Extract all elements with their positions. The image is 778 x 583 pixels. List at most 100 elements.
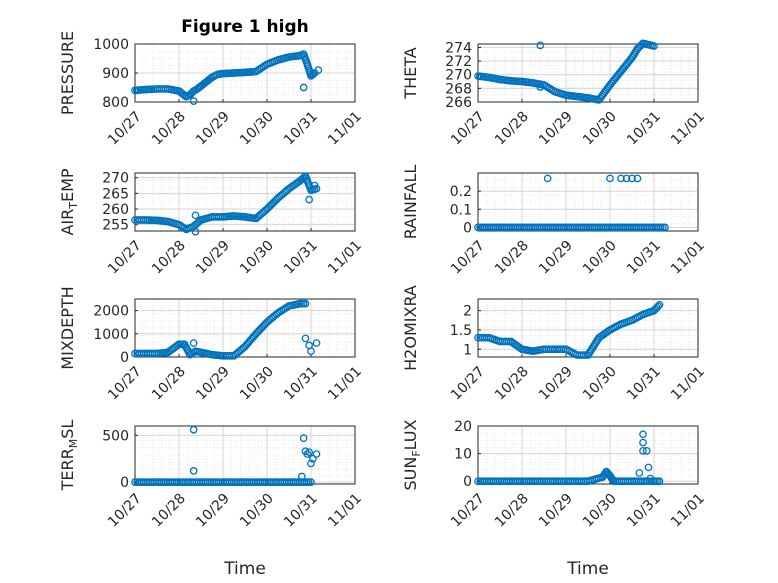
x-tick-label: 10/27 [105, 364, 145, 404]
data-point-outlier [189, 467, 198, 475]
y-tick-label: 0 [463, 220, 472, 236]
panel-terr-msl: 0 500 10/27 10/28 10/29 10/30 10/31 11/01 TERRMS… [58, 420, 365, 531]
y-tick-label: 0 [120, 350, 129, 366]
x-tick-label: 10/28 [492, 238, 532, 278]
data-point [654, 302, 662, 311]
y-tick-label: 260 [102, 202, 129, 218]
data-point-outlier [303, 450, 312, 458]
x-tick-label: 11/01 [668, 109, 708, 149]
data-point [656, 223, 665, 232]
y-tick-label: 500 [102, 428, 129, 444]
x-tick-label: 10/29 [193, 109, 233, 149]
y-axis-label: THETA [401, 47, 420, 99]
y-tick-label: 800 [102, 95, 129, 111]
data-point [655, 300, 664, 309]
data-point-outlier [314, 66, 323, 74]
x-tick-label: 10/27 [448, 491, 488, 531]
data-point [661, 223, 669, 232]
panel-rainfall: 0 0.1 0.2 10/27 10/28 10/29 10/30 10/31 11/01 RAI… [401, 165, 708, 278]
y-tick-label: 0 [120, 475, 129, 491]
series-air-temp [131, 172, 321, 236]
data-point-outlier [536, 83, 545, 91]
data-point-outlier [312, 450, 321, 458]
data-point-outlier [189, 425, 198, 434]
data-point-outlier [635, 469, 644, 477]
y-tick-label: 20 [454, 419, 472, 435]
data-point-outlier [307, 347, 315, 356]
data-point-outlier [305, 448, 314, 457]
y-axis-label: H2OMIXRA [401, 285, 420, 371]
y-tick-label: 900 [102, 66, 129, 82]
y-tick-label: 274 [445, 40, 472, 56]
y-tick-label: 0.2 [450, 184, 472, 200]
data-point [173, 341, 182, 350]
data-point-outlier [301, 334, 310, 343]
x-tick-label: 10/27 [105, 238, 145, 278]
x-tick-label: 10/31 [624, 238, 664, 278]
data-point-outlier [191, 211, 200, 220]
data-point-outlier [191, 227, 200, 236]
data-point-outlier [617, 223, 625, 232]
data-point-outlier [642, 447, 651, 455]
x-tick-label: 10/31 [624, 491, 664, 531]
x-tick-label: 10/31 [281, 364, 321, 404]
series-h2omixra [474, 300, 664, 359]
data-point-outlier [628, 223, 636, 232]
x-tick-label: 10/27 [448, 238, 488, 278]
y-axis-label: MIXDEPTH [58, 286, 77, 369]
x-tick-label: 11/01 [668, 364, 708, 404]
data-point-outlier [633, 174, 642, 183]
x-tick-label: 10/28 [149, 109, 189, 149]
y-axis-label: SUNFLUX [401, 419, 423, 490]
y-tick-label: 0 [463, 474, 472, 490]
x-tick-label: 10/29 [536, 491, 576, 531]
series-terr-msl [131, 425, 321, 486]
series-sun-flux [474, 430, 664, 486]
data-point-outlier [299, 83, 308, 92]
data-point [304, 478, 313, 486]
y-axis-label: PRESSURE [58, 31, 77, 115]
x-tick-label: 10/27 [105, 491, 145, 531]
x-tick-label: 10/30 [237, 364, 277, 404]
x-tick-label: 10/30 [237, 491, 277, 531]
y-tick-label: 255 [102, 218, 129, 234]
data-point-outlier [189, 339, 198, 347]
figure-title: Figure 1 high [181, 17, 309, 37]
x-tick-label: 10/30 [580, 364, 620, 404]
data-point-outlier [308, 454, 317, 463]
x-tick-label: 10/29 [536, 109, 576, 149]
y-tick-label: 0.1 [450, 202, 472, 218]
series-pressure [131, 50, 323, 105]
y-tick-label: 265 [102, 186, 129, 202]
x-tick-label: 10/30 [580, 109, 620, 149]
axes-box [134, 172, 356, 232]
data-point-outlier [644, 463, 653, 472]
data-point-outlier [536, 41, 545, 50]
x-tick-label: 11/01 [325, 491, 365, 531]
y-axis-label: AIRTEMP [58, 168, 80, 235]
x-tick-label: 10/30 [237, 238, 277, 278]
data-point [309, 70, 318, 78]
data-point-outlier [312, 339, 321, 347]
data-point-outlier [628, 174, 636, 183]
panel-mixdepth: 0 1000 2000 10/27 10/28 10/29 10/30 10/31 11/01 M… [58, 286, 365, 403]
x-tick-label: 10/29 [536, 238, 576, 278]
data-point-outlier [622, 174, 631, 183]
data-point-outlier [639, 447, 647, 455]
data-point-outlier [310, 181, 319, 190]
x-tick-label: 10/31 [281, 238, 321, 278]
data-point [650, 42, 658, 50]
x-axis-label-right: Time [566, 559, 609, 579]
x-tick-label: 10/27 [448, 109, 488, 149]
x-tick-label: 11/01 [668, 491, 708, 531]
x-tick-label: 10/28 [492, 109, 532, 149]
data-point-outlier [639, 438, 647, 447]
data-point-outlier [606, 174, 614, 183]
y-tick-label: 2000 [93, 304, 129, 320]
data-point-outlier [299, 434, 308, 443]
data-point-outlier [305, 195, 314, 204]
data-point [655, 477, 664, 486]
x-tick-label: 10/27 [448, 364, 488, 404]
data-point-outlier [646, 474, 655, 483]
